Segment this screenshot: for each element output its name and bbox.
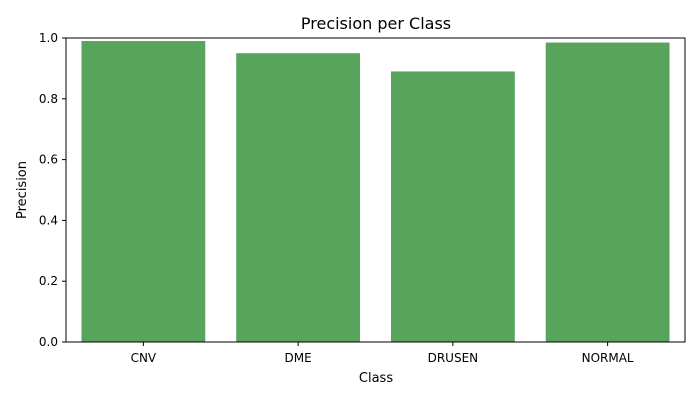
bars-layer	[81, 41, 670, 343]
y-tick-label: 0.0	[39, 335, 58, 349]
y-axis-title: Precision	[15, 161, 30, 219]
y-tick-label: 0.2	[39, 274, 58, 288]
x-tick-label: DME	[285, 351, 312, 365]
y-tick-label: 0.4	[39, 213, 58, 227]
y-tick-label: 0.6	[39, 153, 58, 167]
y-axis: 0.0 0.2 0.4 0.6 0.8 1.0	[39, 31, 66, 349]
chart-title: Precision per Class	[301, 14, 451, 33]
bar-cnv	[81, 41, 206, 342]
x-tick-label: CNV	[131, 351, 157, 365]
plot-frame	[65, 37, 686, 343]
y-tick-label: 1.0	[39, 31, 58, 45]
x-tick-label: NORMAL	[582, 351, 634, 365]
bar-dme	[236, 53, 361, 342]
bar-normal	[545, 42, 670, 343]
x-axis: CNV DME DRUSEN NORMAL	[131, 342, 634, 365]
x-axis-title: Class	[359, 371, 393, 386]
x-tick-label: DRUSEN	[428, 351, 479, 365]
y-tick-label: 0.8	[39, 92, 58, 106]
bar-drusen	[390, 71, 515, 342]
